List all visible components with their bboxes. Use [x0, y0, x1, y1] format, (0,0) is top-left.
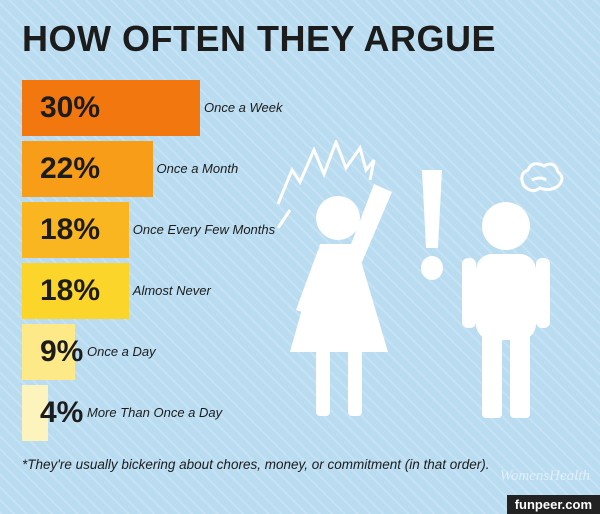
watermark-logo: WomensHealth — [499, 468, 590, 484]
bar — [22, 324, 76, 380]
bar-category-label: Once a Week — [204, 100, 283, 115]
woman-figure-icon — [290, 184, 392, 416]
man-figure-icon — [462, 202, 550, 418]
bar — [22, 202, 129, 258]
bar — [22, 80, 200, 136]
footnote: *They're usually bickering about chores,… — [22, 457, 490, 472]
steam-cloud-icon — [520, 162, 564, 193]
angry-burst-icon — [276, 140, 376, 229]
bar-value-label: 18% — [40, 213, 101, 246]
bar-value-label: 9% — [40, 335, 84, 368]
credit-badge: funpeer.com — [506, 495, 600, 514]
exclamation-icon — [421, 170, 443, 280]
bar-category-label: Almost Never — [132, 283, 211, 298]
bar — [22, 141, 153, 197]
bar-value-label: 4% — [40, 396, 84, 429]
chart-title: HOW OFTEN THEY ARGUE — [22, 18, 497, 59]
bar-category-label: Once a Month — [156, 161, 239, 176]
bar — [22, 263, 129, 319]
bar — [22, 385, 48, 441]
bar-value-label: 30% — [40, 91, 101, 124]
bar-value-label: 18% — [40, 274, 101, 307]
bar-category-label: Once a Day — [87, 344, 156, 359]
bar-category-label: Once Every Few Months — [132, 222, 276, 237]
bar-value-label: 22% — [40, 152, 101, 185]
bar-category-label: More Than Once a Day — [87, 405, 223, 420]
argument-figures-icon — [276, 140, 564, 418]
